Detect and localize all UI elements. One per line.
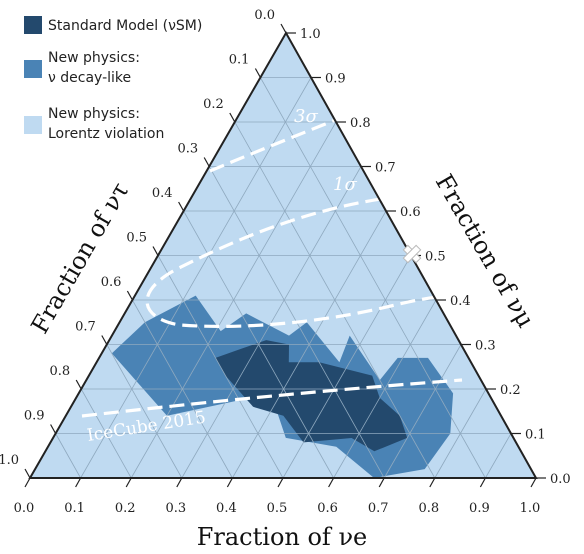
tick-mark-left (178, 201, 185, 212)
grid-line (106, 344, 183, 479)
tick-label-bottom: 0.8 (418, 501, 439, 516)
label-1sigma: 1σ (333, 174, 357, 195)
axis-title-left: Fraction of ντ (26, 178, 135, 339)
legend-label-sm: Standard Model (νSM) (48, 18, 202, 34)
grid-layer (55, 77, 512, 479)
tick-label-bottom: 0.4 (216, 501, 237, 516)
tick-mark-bottom (429, 477, 436, 488)
label-3sigma: 3σ (294, 106, 318, 127)
legend-line: ν decay-like (48, 70, 131, 86)
legend-line: New physics: (48, 106, 140, 122)
legend-swatch-lorentz (24, 116, 42, 134)
legend-label-lorentz: New physics: Lorentz violation (48, 106, 164, 142)
tick-mark-left (229, 112, 236, 123)
tick-label-left: 0.1 (229, 53, 250, 68)
grid-line (282, 255, 412, 479)
tick-label-left: 0.3 (178, 142, 199, 157)
tick-label-bottom: 0.6 (317, 501, 338, 516)
grid-line (333, 299, 437, 479)
tick-label-bottom: 0.7 (368, 501, 389, 516)
tick-label-right: 0.7 (375, 161, 396, 176)
tick-label-left: 0.4 (152, 186, 173, 201)
tick-label-bottom: 0.1 (64, 501, 85, 516)
legend: Standard Model (νSM) New physics: ν decay… (24, 16, 202, 142)
tick-mark-left (126, 290, 133, 301)
legend-label-decay: New physics: ν decay-like (48, 50, 140, 86)
tick-label-right: 0.1 (525, 428, 546, 443)
tick-label-right: 0.0 (550, 472, 571, 487)
tick-label-left: 0.2 (203, 97, 224, 112)
tick-label-left: 0.6 (101, 275, 122, 290)
legend-line: Lorentz violation (48, 126, 164, 142)
grid-line (434, 388, 487, 479)
tick-label-bottom: 0.3 (165, 501, 186, 516)
tick-mark-bottom (378, 477, 385, 488)
tick-mark-left (101, 335, 108, 345)
tick-label-left: 1.0 (0, 453, 19, 468)
tick-mark-bottom (530, 477, 537, 488)
tick-mark-bottom (479, 477, 486, 488)
tick-label-left: 0.7 (75, 320, 96, 335)
tick-mark-left (75, 379, 82, 390)
legend-swatch-sm (24, 16, 42, 34)
tick-mark-left (152, 246, 159, 256)
tick-label-bottom: 0.9 (469, 501, 490, 516)
tick-label-left: 0.9 (24, 409, 45, 424)
grid-line (80, 388, 132, 479)
tick-mark-bottom (277, 477, 284, 488)
tick-label-right: 0.3 (475, 339, 496, 354)
tick-mark-bottom (328, 477, 335, 488)
tick-label-left: 0.5 (126, 231, 147, 246)
grid-line (132, 299, 233, 479)
tick-label-left: 0.0 (254, 8, 275, 23)
tick-label-right: 0.5 (425, 250, 446, 265)
tick-label-bottom: 1.0 (520, 501, 541, 516)
tick-mark-bottom (125, 477, 132, 488)
tick-mark-bottom (226, 477, 233, 488)
ticks-layer: 0.0 0.0 0.0 0.1 0.1 0.1 0.2 0.2 0.2 0.3 0.3 0.3 0.4 0… (0, 8, 571, 516)
tick-label-bottom: 0.5 (267, 501, 288, 516)
tick-label-right: 0.4 (450, 294, 471, 309)
tick-mark-left (203, 157, 210, 167)
contours-layer (81, 102, 463, 418)
grid-line (157, 255, 284, 479)
contour-3sigma-lower (81, 378, 463, 418)
tick-label-right: 0.9 (325, 72, 346, 87)
grid-line (485, 433, 512, 479)
contour-1sigma (145, 194, 456, 328)
tick-label-left: 0.8 (50, 364, 71, 379)
tick-label-right: 0.6 (400, 205, 421, 220)
tick-mark-left (24, 468, 31, 479)
grid-line (55, 433, 81, 479)
tick-label-bottom: 0.0 (14, 501, 35, 516)
tick-label-right: 1.0 (300, 27, 321, 42)
legend-swatch-decay (24, 60, 42, 78)
legend-line: New physics: (48, 50, 140, 66)
tick-label-bottom: 0.2 (115, 501, 136, 516)
best-fit-marker (402, 244, 422, 264)
tick-label-right: 0.8 (350, 116, 371, 131)
grid-line (181, 166, 362, 479)
region-sm (215, 340, 408, 452)
tick-mark-bottom (75, 477, 82, 488)
tick-mark-left (50, 424, 57, 434)
tick-mark-bottom (176, 477, 183, 488)
axis-title-bottom: Fraction of νe (197, 523, 367, 551)
tick-mark-left (280, 23, 287, 34)
tick-label-right: 0.2 (500, 383, 521, 398)
grid-line (260, 77, 486, 479)
tick-mark-left (254, 68, 261, 78)
contour-3sigma-upper (209, 102, 376, 173)
grid-line (383, 344, 462, 479)
axis-title-right: Fraction of νμ (430, 170, 540, 333)
tick-mark-bottom (24, 477, 31, 488)
